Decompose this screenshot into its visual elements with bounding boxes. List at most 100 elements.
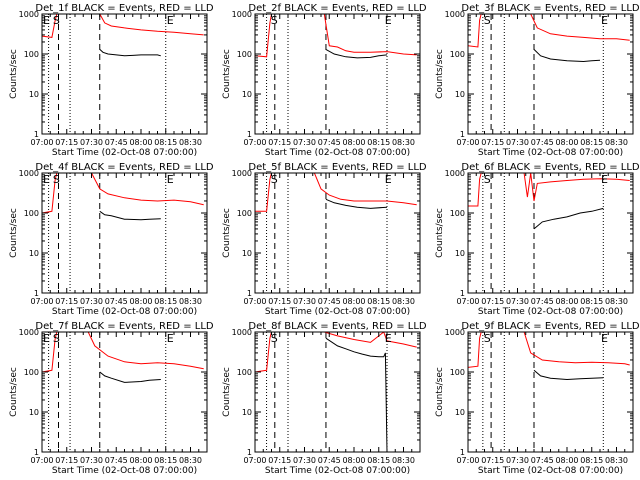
x-axis-label: Start Time (02-Oct-08 07:00:00) [52, 307, 197, 317]
y-tick-label: 10 [455, 408, 465, 417]
panel-3: 07:00 07:15 07:30 07:45 08:00 08:15 08:30 1 10 10… [435, 3, 640, 158]
events-series-line [533, 49, 601, 63]
x-tick-label: 07:15 [481, 297, 504, 306]
plot-frame [467, 331, 634, 453]
y-tick-label: 10 [455, 249, 465, 258]
event-start-marker-label: E [43, 332, 50, 345]
x-tick-label: 07:15 [268, 138, 291, 147]
x-tick-label: 07:30 [293, 297, 316, 306]
x-tick-label: 08:15 [580, 297, 603, 306]
x-tick-label: 08:30 [392, 297, 415, 306]
event-end-marker-label: E [601, 173, 608, 186]
x-tick-label: 08:15 [154, 138, 177, 147]
lld-series-line [42, 173, 204, 214]
y-tick-label: 1000 [445, 10, 465, 19]
x-tick-label: 07:15 [268, 297, 291, 306]
y-tick-label: 100 [450, 368, 465, 377]
events-series-line [533, 207, 604, 230]
x-axis-label: Start Time (02-Oct-08 07:00:00) [265, 466, 410, 476]
lld-series-line [255, 332, 417, 373]
event-end-marker-label: E [167, 14, 174, 27]
x-tick-label: 07:15 [268, 456, 291, 465]
x-tick-label: 08:00 [129, 297, 152, 306]
event-start-marker-label: E [43, 173, 50, 186]
panel-8: 07:00 07:15 07:30 07:45 08:00 08:15 08:30 1 10 10… [222, 321, 427, 476]
x-tick-label: 07:45 [531, 138, 554, 147]
y-tick-label: 10 [29, 408, 39, 417]
panel-6: 07:00 07:15 07:30 07:45 08:00 08:15 08:30 1 10 10… [435, 162, 640, 317]
saa-marker-label: S [53, 14, 60, 27]
event-end-marker-label: E [601, 14, 608, 27]
x-tick-label: 07:45 [318, 138, 341, 147]
x-tick-label: 08:00 [555, 297, 578, 306]
x-axis-label: Start Time (02-Oct-08 07:00:00) [52, 466, 197, 476]
x-tick-label: 07:30 [506, 297, 529, 306]
y-tick-label: 1 [247, 289, 252, 298]
panel-7: 07:00 07:15 07:30 07:45 08:00 08:15 08:30 1 10 10… [9, 321, 214, 476]
x-tick-label: 08:30 [179, 297, 202, 306]
lld-series-line [255, 173, 417, 212]
x-tick-label: 07:00 [243, 138, 266, 147]
panel-2: 07:00 07:15 07:30 07:45 08:00 08:15 08:30 1 10 10… [222, 3, 427, 158]
y-tick-label: 100 [450, 209, 465, 218]
plot-frame [254, 172, 421, 294]
y-tick-label: 1000 [232, 169, 252, 178]
x-tick-label: 07:15 [55, 456, 78, 465]
events-series-line [99, 49, 161, 57]
y-tick-label: 1 [34, 130, 39, 139]
panel-9: 07:00 07:15 07:30 07:45 08:00 08:15 08:30 1 10 10… [435, 321, 640, 476]
y-tick-label: 10 [242, 249, 252, 258]
x-tick-label: 07:30 [80, 456, 103, 465]
plot-frame [467, 172, 634, 294]
y-tick-label: 1 [247, 130, 252, 139]
x-tick-label: 07:45 [531, 456, 554, 465]
y-tick-label: 10 [455, 90, 465, 99]
x-tick-label: 07:30 [293, 456, 316, 465]
lld-series-line [468, 173, 630, 207]
y-tick-label: 1 [460, 130, 465, 139]
x-tick-label: 08:00 [342, 456, 365, 465]
x-tick-label: 08:15 [154, 297, 177, 306]
y-axis-label: Counts/sec [9, 367, 19, 417]
panel-title: Det_3f BLACK = Events, RED = LLD [461, 3, 639, 14]
plot-frame [41, 13, 208, 135]
plot-frame [41, 331, 208, 453]
x-tick-label: 08:30 [605, 297, 628, 306]
y-tick-label: 1 [460, 289, 465, 298]
panel-5: 07:00 07:15 07:30 07:45 08:00 08:15 08:30 1 10 10… [222, 162, 427, 317]
x-axis-label: Start Time (02-Oct-08 07:00:00) [478, 466, 623, 476]
x-tick-label: 08:15 [367, 297, 390, 306]
panel-4: 07:00 07:15 07:30 07:45 08:00 08:15 08:30 1 10 10… [9, 162, 214, 317]
lld-series-line [468, 14, 630, 48]
y-tick-label: 100 [237, 50, 252, 59]
lld-series-line [255, 14, 417, 58]
x-tick-label: 07:15 [55, 138, 78, 147]
x-tick-label: 07:15 [55, 297, 78, 306]
x-tick-label: 08:30 [392, 456, 415, 465]
panel-title: Det_7f BLACK = Events, RED = LLD [35, 321, 213, 332]
events-series-line [99, 210, 161, 221]
y-axis-label: Counts/sec [9, 49, 19, 99]
saa-marker-label: S [271, 332, 278, 345]
x-axis-label: Start Time (02-Oct-08 07:00:00) [478, 307, 623, 317]
event-end-marker-label: E [167, 332, 174, 345]
x-tick-label: 07:30 [80, 138, 103, 147]
y-axis-label: Counts/sec [222, 367, 232, 417]
panel-title: Det_4f BLACK = Events, RED = LLD [35, 162, 213, 173]
plot-frame [467, 13, 634, 135]
y-tick-label: 1000 [19, 169, 39, 178]
y-axis-label: Counts/sec [435, 367, 445, 417]
saa-marker-label: S [484, 14, 491, 27]
x-tick-label: 07:45 [531, 297, 554, 306]
x-axis-label: Start Time (02-Oct-08 07:00:00) [265, 148, 410, 158]
y-tick-label: 1000 [445, 169, 465, 178]
plot-frame [254, 331, 421, 453]
x-tick-label: 08:00 [555, 138, 578, 147]
panel-title: Det_5f BLACK = Events, RED = LLD [248, 162, 426, 173]
y-tick-label: 100 [237, 209, 252, 218]
y-tick-label: 10 [29, 249, 39, 258]
x-axis-label: Start Time (02-Oct-08 07:00:00) [52, 148, 197, 158]
panel-title: Det_6f BLACK = Events, RED = LLD [461, 162, 639, 173]
x-tick-label: 08:00 [129, 138, 152, 147]
panel-1: 07:00 07:15 07:30 07:45 08:00 08:15 08:30 1 10 10… [9, 3, 214, 158]
